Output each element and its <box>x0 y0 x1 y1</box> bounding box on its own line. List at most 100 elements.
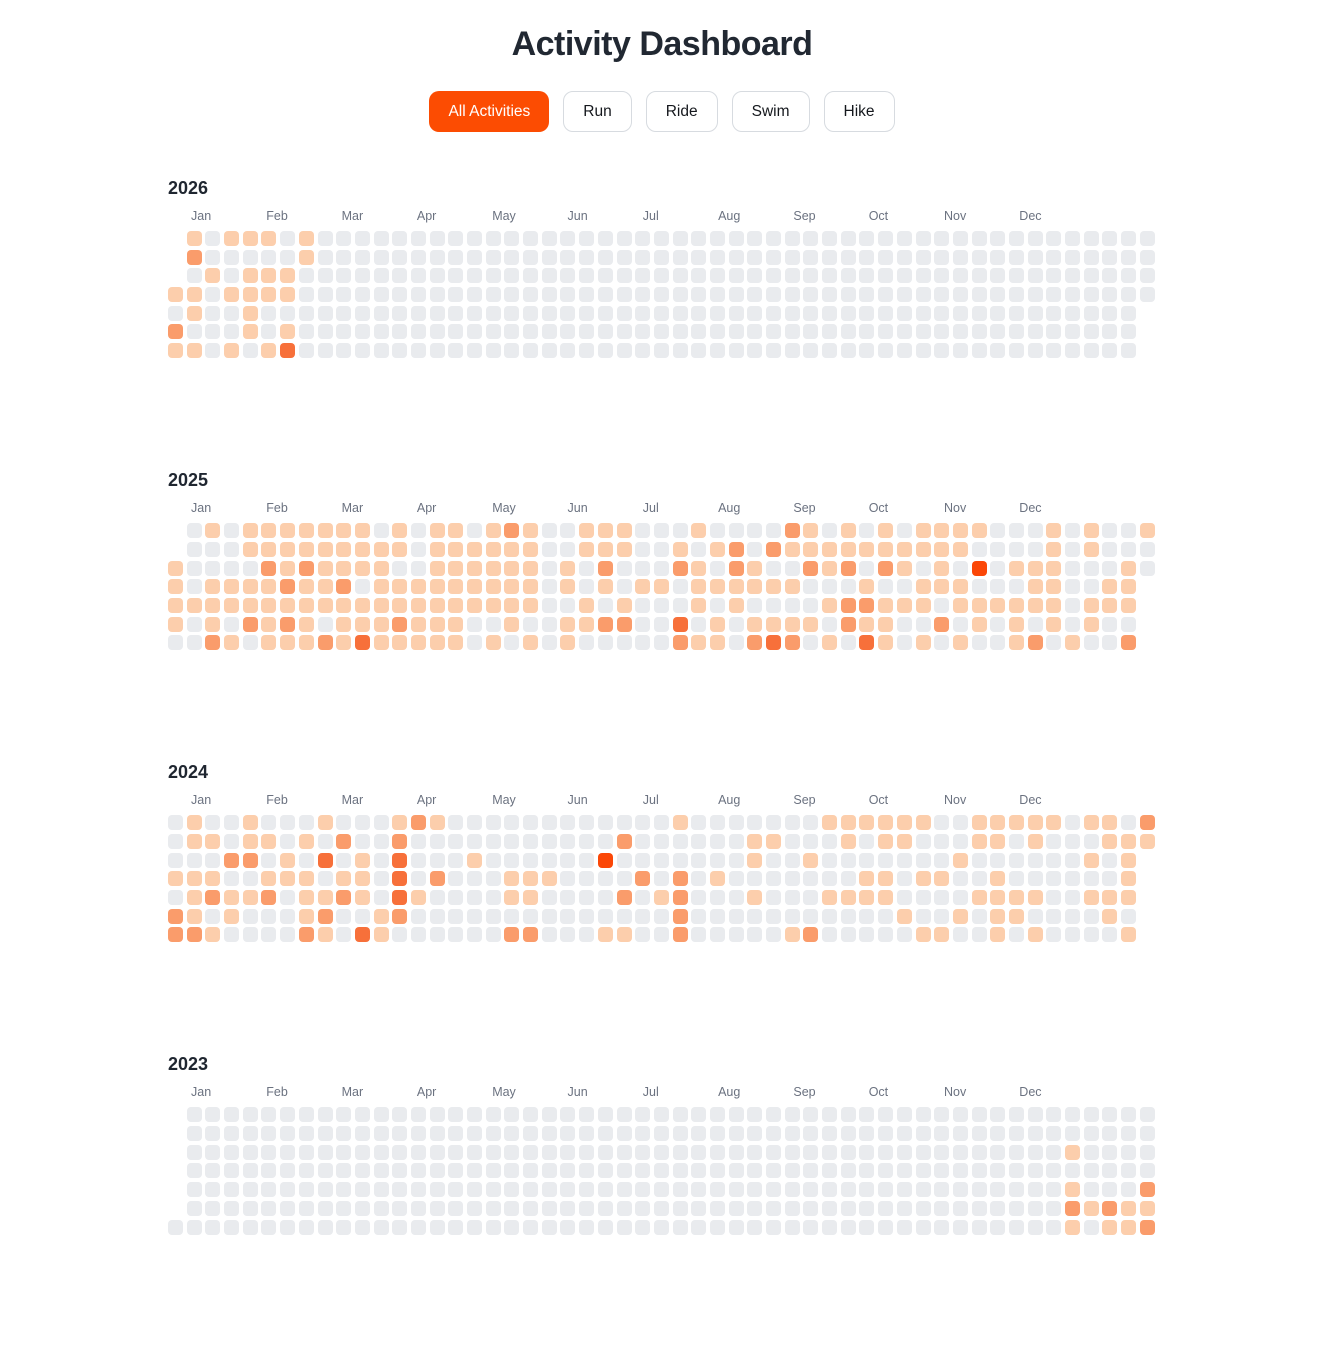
heatmap-cell[interactable] <box>392 852 408 868</box>
heatmap-cell[interactable] <box>653 579 669 595</box>
heatmap-cell[interactable] <box>1065 1219 1080 1235</box>
heatmap-cell[interactable] <box>485 1163 501 1179</box>
heatmap-cell[interactable] <box>878 343 894 359</box>
heatmap-cell[interactable] <box>1139 1200 1155 1216</box>
heatmap-cell[interactable] <box>205 268 221 284</box>
heatmap-cell[interactable] <box>1027 249 1043 265</box>
heatmap-cell[interactable] <box>952 579 968 595</box>
heatmap-cell[interactable] <box>840 560 856 576</box>
heatmap-cell[interactable] <box>653 890 669 905</box>
heatmap-cell[interactable] <box>747 1200 763 1216</box>
heatmap-cell[interactable] <box>373 815 389 831</box>
heatmap-cell[interactable] <box>186 616 202 632</box>
heatmap-cell[interactable] <box>859 343 875 359</box>
heatmap-cell[interactable] <box>373 852 389 868</box>
heatmap-cell[interactable] <box>840 249 856 265</box>
heatmap-cell[interactable] <box>261 852 277 868</box>
heatmap-cell[interactable] <box>504 597 520 613</box>
heatmap-cell[interactable] <box>429 1182 445 1198</box>
heatmap-cell[interactable] <box>392 1126 408 1142</box>
heatmap-cell[interactable] <box>485 852 501 868</box>
heatmap-cell[interactable] <box>952 231 968 246</box>
heatmap-cell[interactable] <box>878 871 894 887</box>
heatmap-cell[interactable] <box>653 268 669 284</box>
heatmap-cell[interactable] <box>990 890 1006 905</box>
heatmap-cell[interactable] <box>728 1219 744 1235</box>
heatmap-cell[interactable] <box>597 1200 613 1216</box>
heatmap-cell[interactable] <box>560 635 576 651</box>
heatmap-cell[interactable] <box>728 927 744 943</box>
heatmap-cell[interactable] <box>579 927 595 943</box>
heatmap-cell[interactable] <box>224 324 240 340</box>
heatmap-cell[interactable] <box>597 833 613 849</box>
heatmap-cell[interactable] <box>261 1200 277 1216</box>
heatmap-cell[interactable] <box>541 871 557 887</box>
heatmap-cell[interactable] <box>523 1126 539 1142</box>
heatmap-cell[interactable] <box>971 833 987 849</box>
heatmap-cell[interactable] <box>840 852 856 868</box>
heatmap-cell[interactable] <box>298 890 314 905</box>
heatmap-cell[interactable] <box>224 890 240 905</box>
heatmap-cell[interactable] <box>429 833 445 849</box>
heatmap-cell[interactable] <box>990 1126 1006 1142</box>
heatmap-cell[interactable] <box>448 908 464 924</box>
heatmap-cell[interactable] <box>1065 890 1080 905</box>
heatmap-cell[interactable] <box>653 1219 669 1235</box>
heatmap-cell[interactable] <box>766 871 781 887</box>
heatmap-cell[interactable] <box>896 1200 912 1216</box>
heatmap-cell[interactable] <box>766 833 781 849</box>
heatmap-cell[interactable] <box>541 635 557 651</box>
heatmap-cell[interactable] <box>317 1107 333 1123</box>
heatmap-cell[interactable] <box>298 597 314 613</box>
heatmap-cell[interactable] <box>840 815 856 831</box>
heatmap-cell[interactable] <box>878 305 894 321</box>
heatmap-cell[interactable] <box>242 597 258 613</box>
heatmap-cell[interactable] <box>224 833 240 849</box>
heatmap-cell[interactable] <box>1102 1163 1118 1179</box>
heatmap-cell[interactable] <box>840 541 856 557</box>
heatmap-cell[interactable] <box>597 231 613 246</box>
heatmap-cell[interactable] <box>523 579 539 595</box>
heatmap-cell[interactable] <box>205 597 221 613</box>
heatmap-cell[interactable] <box>186 579 202 595</box>
heatmap-cell[interactable] <box>1046 1144 1062 1160</box>
heatmap-cell[interactable] <box>597 343 613 359</box>
heatmap-cell[interactable] <box>205 635 221 651</box>
heatmap-cell[interactable] <box>971 927 987 943</box>
heatmap-cell[interactable] <box>896 635 912 651</box>
heatmap-cell[interactable] <box>317 833 333 849</box>
heatmap-cell[interactable] <box>822 852 838 868</box>
heatmap-cell[interactable] <box>392 1163 408 1179</box>
heatmap-cell[interactable] <box>691 815 707 831</box>
heatmap-cell[interactable] <box>971 1163 987 1179</box>
heatmap-cell[interactable] <box>224 908 240 924</box>
heatmap-cell[interactable] <box>504 616 520 632</box>
heatmap-cell[interactable] <box>766 635 781 651</box>
heatmap-cell[interactable] <box>317 541 333 557</box>
heatmap-cell[interactable] <box>896 1126 912 1142</box>
heatmap-cell[interactable] <box>560 1219 576 1235</box>
heatmap-cell[interactable] <box>373 1107 389 1123</box>
heatmap-cell[interactable] <box>1065 871 1080 887</box>
heatmap-cell[interactable] <box>541 305 557 321</box>
heatmap-cell[interactable] <box>224 1219 240 1235</box>
heatmap-cell[interactable] <box>410 324 426 340</box>
heatmap-cell[interactable] <box>354 249 370 265</box>
heatmap-cell[interactable] <box>635 852 651 868</box>
heatmap-cell[interactable] <box>354 833 370 849</box>
heatmap-cell[interactable] <box>205 1219 221 1235</box>
heatmap-cell[interactable] <box>560 890 576 905</box>
heatmap-cell[interactable] <box>429 927 445 943</box>
heatmap-cell[interactable] <box>1046 1200 1062 1216</box>
heatmap-cell[interactable] <box>410 1144 426 1160</box>
heatmap-cell[interactable] <box>859 1144 875 1160</box>
heatmap-cell[interactable] <box>579 287 595 303</box>
heatmap-cell[interactable] <box>728 560 744 576</box>
heatmap-cell[interactable] <box>317 1126 333 1142</box>
heatmap-cell[interactable] <box>205 560 221 576</box>
heatmap-cell[interactable] <box>616 579 632 595</box>
heatmap-cell[interactable] <box>560 249 576 265</box>
heatmap-cell[interactable] <box>990 1182 1006 1198</box>
heatmap-cell[interactable] <box>1065 1126 1080 1142</box>
heatmap-cell[interactable] <box>242 579 258 595</box>
